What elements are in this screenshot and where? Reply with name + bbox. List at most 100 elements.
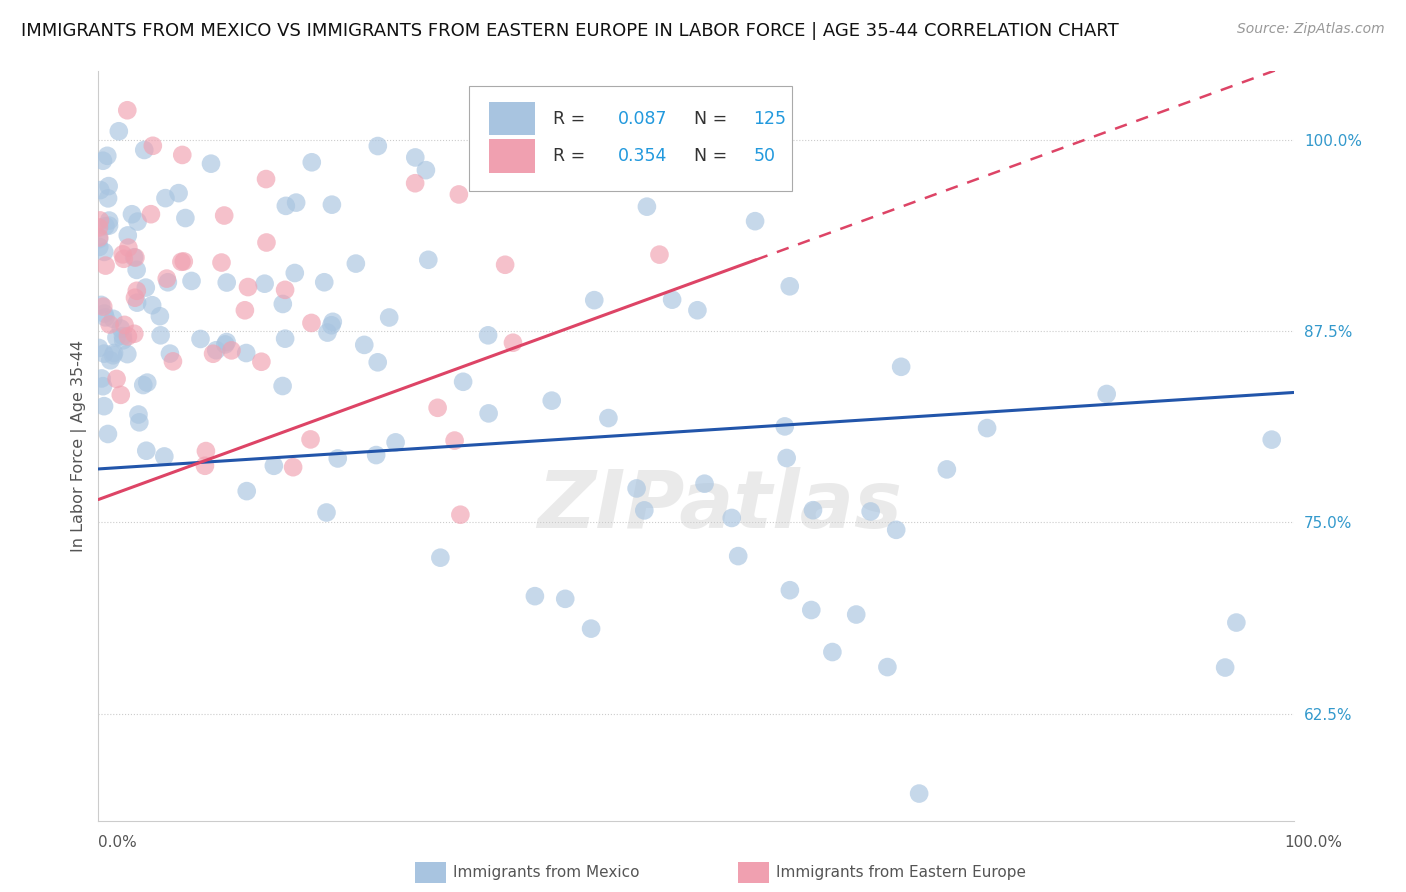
Text: 0.087: 0.087 — [619, 110, 668, 128]
Point — [235, 346, 257, 360]
Point — [976, 421, 998, 435]
Point — [101, 348, 124, 362]
Point — [172, 148, 194, 162]
Point — [474, 162, 496, 177]
Point — [367, 139, 389, 153]
Point — [190, 332, 212, 346]
Point — [200, 157, 222, 171]
Point — [271, 297, 294, 311]
Point — [322, 315, 344, 329]
Text: N =: N = — [693, 147, 733, 165]
Point — [301, 316, 323, 330]
Y-axis label: In Labor Force | Age 35-44: In Labor Force | Age 35-44 — [72, 340, 87, 552]
Point — [136, 376, 159, 390]
Point — [274, 199, 297, 213]
Point — [636, 200, 658, 214]
Point — [162, 354, 184, 368]
Text: Immigrants from Eastern Europe: Immigrants from Eastern Europe — [776, 865, 1026, 880]
Point — [91, 300, 114, 314]
Bar — [489, 102, 534, 136]
Point — [321, 197, 343, 211]
Text: Immigrants from Mexico: Immigrants from Mexico — [453, 865, 640, 880]
Text: Source: ZipAtlas.com: Source: ZipAtlas.com — [1237, 22, 1385, 37]
Point — [96, 149, 118, 163]
Point — [326, 451, 349, 466]
Point — [111, 329, 134, 343]
Point — [97, 427, 120, 442]
Point — [91, 153, 114, 168]
Point — [321, 318, 343, 333]
Point — [105, 330, 128, 344]
Point — [477, 328, 499, 343]
Point — [271, 379, 294, 393]
Point — [579, 622, 602, 636]
Point — [98, 318, 121, 332]
Point — [214, 337, 236, 351]
Point — [141, 298, 163, 312]
Point — [215, 276, 238, 290]
Point — [89, 230, 111, 244]
Point — [366, 448, 388, 462]
Point — [776, 450, 799, 465]
Text: R =: R = — [553, 110, 591, 128]
Point — [884, 523, 907, 537]
Point — [121, 207, 143, 221]
Point — [1260, 433, 1282, 447]
Point — [87, 232, 110, 246]
Point — [274, 283, 297, 297]
Point — [426, 401, 449, 415]
Point — [93, 346, 115, 360]
Point — [170, 254, 193, 268]
Point — [908, 787, 931, 801]
Point — [139, 207, 162, 221]
Point — [404, 150, 426, 164]
Point — [221, 343, 243, 358]
Point — [478, 406, 501, 420]
Point — [301, 155, 323, 169]
Point — [89, 183, 111, 197]
Point — [94, 310, 117, 325]
Point — [124, 251, 146, 265]
Point — [418, 252, 440, 267]
Point — [142, 138, 165, 153]
Point — [167, 186, 190, 201]
Point — [89, 240, 111, 254]
Text: 50: 50 — [754, 147, 775, 165]
Point — [156, 275, 179, 289]
Point — [236, 280, 259, 294]
Text: N =: N = — [693, 110, 733, 128]
Point — [274, 332, 297, 346]
Text: 0.354: 0.354 — [619, 147, 668, 165]
Point — [502, 335, 524, 350]
Point — [801, 503, 824, 517]
Point — [117, 347, 139, 361]
Point — [250, 355, 273, 369]
Point — [686, 303, 709, 318]
Point — [173, 254, 195, 268]
Point — [149, 328, 172, 343]
Point — [90, 298, 112, 312]
Point — [443, 434, 465, 448]
Point — [935, 462, 957, 476]
Point — [153, 450, 176, 464]
Point — [117, 329, 139, 343]
Point — [384, 435, 406, 450]
Point — [111, 247, 134, 261]
Point — [205, 343, 228, 358]
Point — [125, 263, 148, 277]
Point — [194, 458, 217, 473]
Point — [87, 341, 110, 355]
Point — [235, 484, 257, 499]
Point — [93, 307, 115, 321]
Point — [648, 247, 671, 261]
Point — [103, 346, 125, 360]
Point — [127, 214, 149, 228]
Point — [117, 103, 139, 118]
Point — [447, 187, 470, 202]
Point — [93, 244, 115, 259]
Point — [117, 241, 139, 255]
Point — [253, 277, 276, 291]
Point — [281, 460, 304, 475]
Point — [523, 589, 546, 603]
Point — [859, 504, 882, 518]
